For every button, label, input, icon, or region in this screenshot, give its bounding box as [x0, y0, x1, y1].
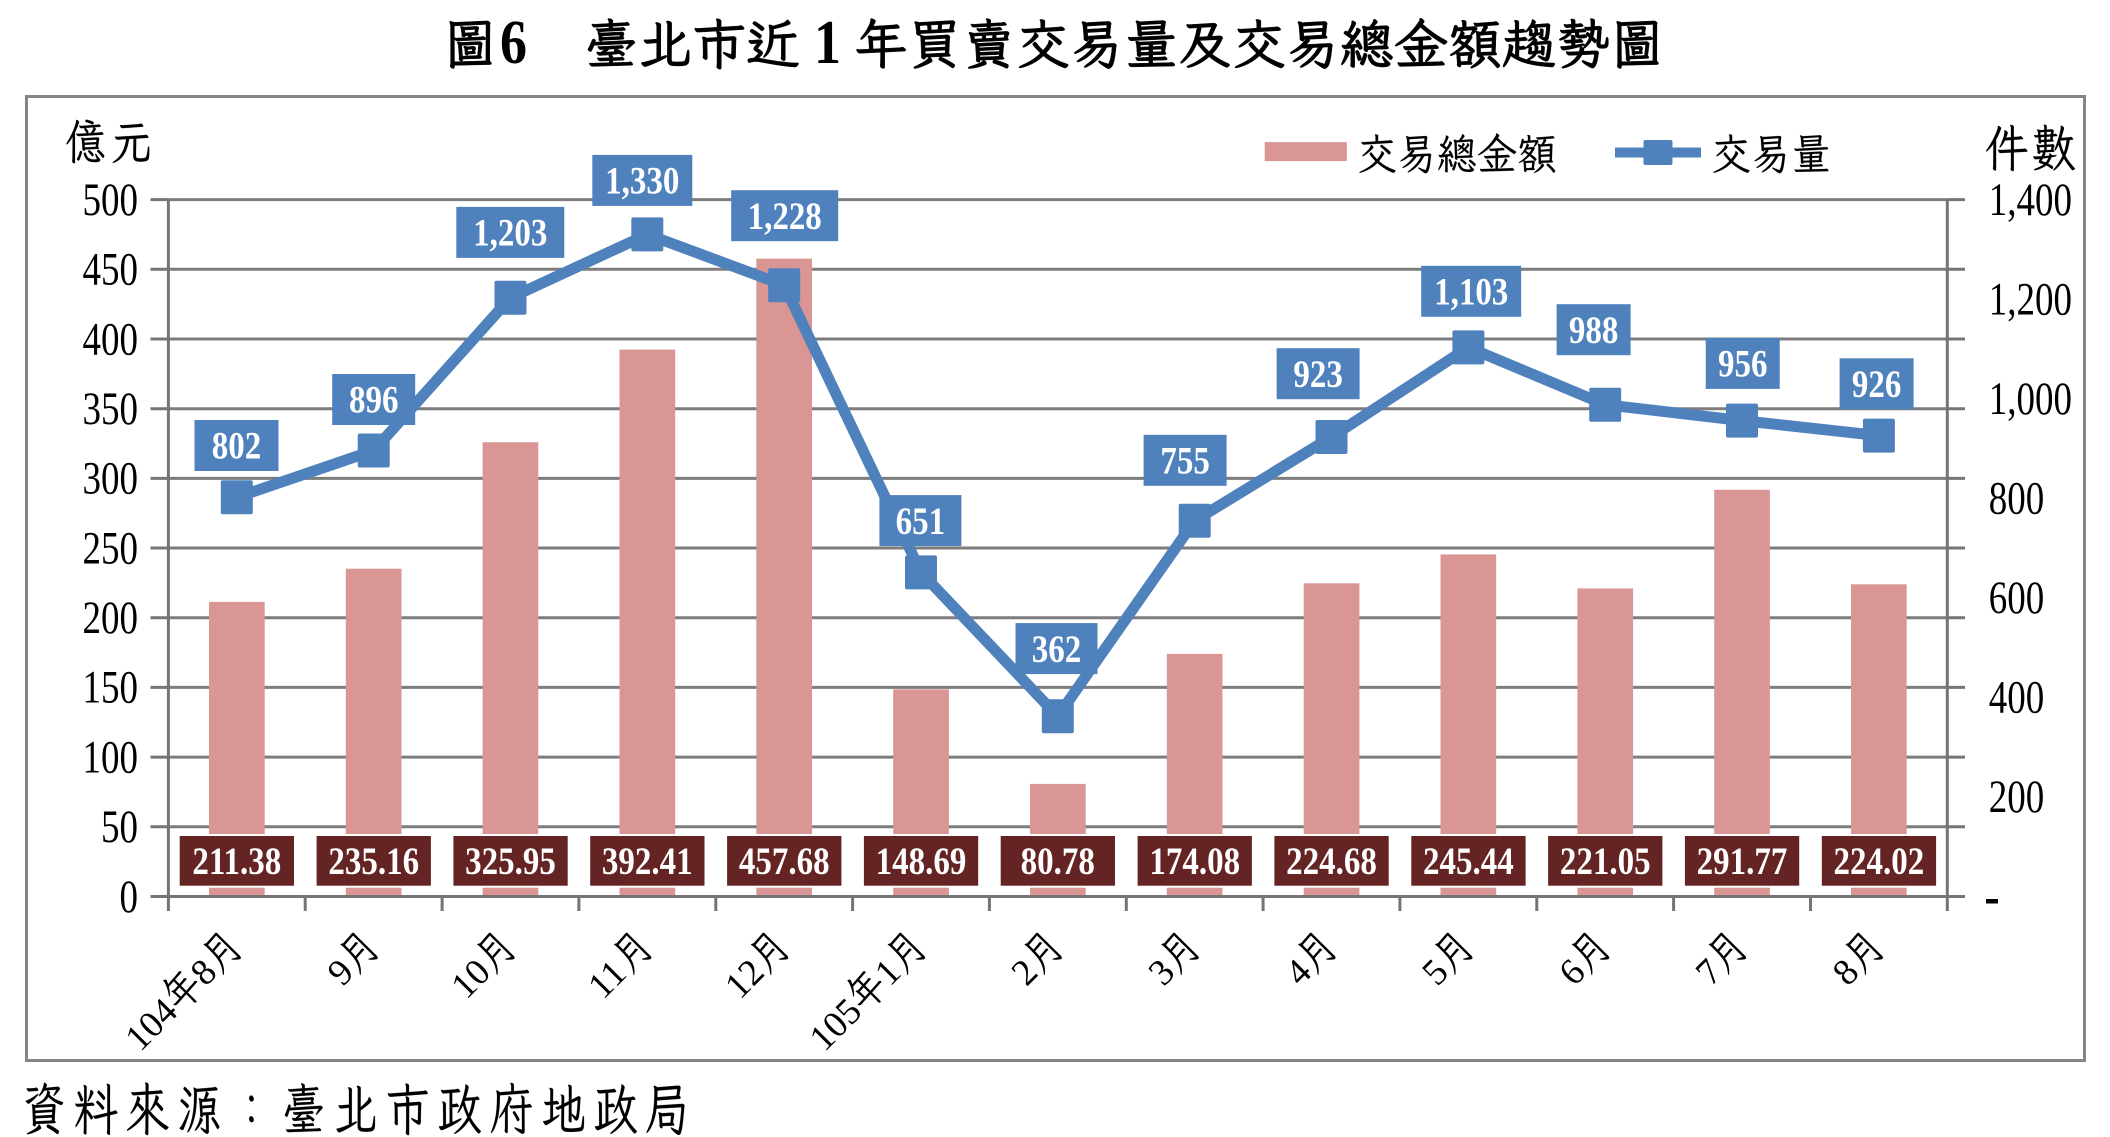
- svg-text:80.78: 80.78: [1021, 839, 1095, 882]
- svg-text:1,000: 1,000: [1989, 374, 2072, 425]
- svg-text:105: 105: [802, 991, 870, 1059]
- svg-text:200: 200: [83, 593, 138, 644]
- svg-text:1,400: 1,400: [1989, 175, 2072, 226]
- svg-text:956: 956: [1718, 342, 1767, 385]
- svg-text:174.08: 174.08: [1149, 839, 1240, 882]
- svg-text:457.68: 457.68: [739, 839, 830, 882]
- svg-text:50: 50: [101, 802, 138, 853]
- svg-text:104: 104: [118, 991, 186, 1059]
- svg-text:350: 350: [83, 384, 138, 435]
- svg-text:200: 200: [1989, 772, 2044, 823]
- svg-text:150: 150: [83, 663, 138, 714]
- svg-text:988: 988: [1569, 308, 1618, 351]
- svg-text:300: 300: [83, 454, 138, 505]
- svg-text:1,330: 1,330: [605, 159, 679, 202]
- svg-text:1,203: 1,203: [473, 211, 547, 254]
- svg-text:392.41: 392.41: [602, 839, 693, 882]
- svg-text:800: 800: [1989, 474, 2044, 525]
- svg-text:651: 651: [896, 499, 945, 542]
- svg-text:755: 755: [1160, 439, 1209, 482]
- svg-text:12: 12: [717, 952, 772, 1007]
- svg-text:1,228: 1,228: [748, 194, 822, 237]
- svg-text:250: 250: [83, 524, 138, 575]
- svg-text:11: 11: [580, 952, 634, 1006]
- svg-text:926: 926: [1852, 362, 1901, 405]
- svg-text:148.69: 148.69: [876, 839, 967, 882]
- svg-text:802: 802: [212, 424, 261, 467]
- svg-text:923: 923: [1293, 352, 1342, 395]
- svg-text:600: 600: [1989, 573, 2044, 624]
- svg-text:235.16: 235.16: [328, 839, 419, 882]
- svg-text:325.95: 325.95: [465, 839, 556, 882]
- svg-text:6: 6: [500, 8, 527, 77]
- svg-text:362: 362: [1032, 627, 1081, 670]
- svg-text:400: 400: [1989, 673, 2044, 724]
- svg-text:100: 100: [83, 733, 138, 784]
- svg-text:1,103: 1,103: [1434, 270, 1508, 313]
- svg-text:0: 0: [120, 872, 138, 923]
- svg-text:1: 1: [814, 8, 841, 77]
- svg-text:221.05: 221.05: [1560, 839, 1651, 882]
- svg-text:400: 400: [83, 315, 138, 366]
- svg-text:211.38: 211.38: [192, 839, 281, 882]
- svg-text:224.68: 224.68: [1286, 839, 1377, 882]
- svg-text:245.44: 245.44: [1423, 839, 1514, 882]
- svg-text:291.77: 291.77: [1697, 839, 1788, 882]
- svg-text:450: 450: [83, 245, 138, 296]
- svg-text:1,200: 1,200: [1989, 275, 2072, 326]
- svg-text:500: 500: [83, 175, 138, 226]
- svg-text:224.02: 224.02: [1834, 839, 1925, 882]
- svg-text:896: 896: [349, 378, 398, 421]
- svg-text:10: 10: [444, 952, 499, 1007]
